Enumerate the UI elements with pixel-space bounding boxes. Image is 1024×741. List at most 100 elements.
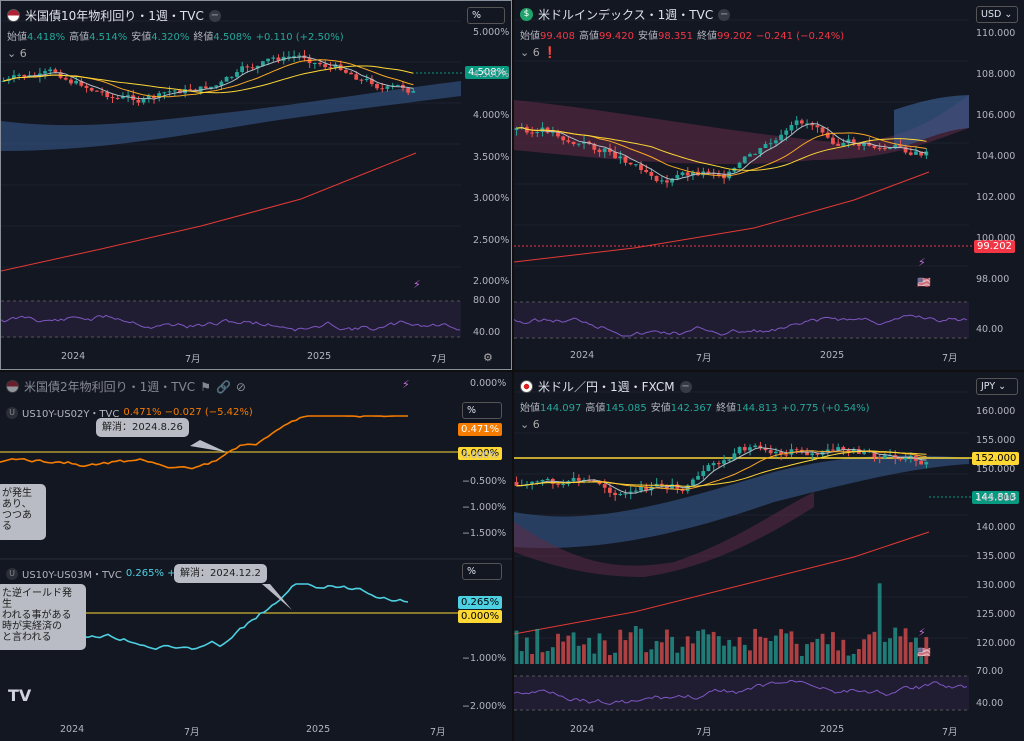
volume-bar <box>711 631 716 664</box>
annotation-callout[interactable]: た逆イールド発生 われる事がある 時が実経済の と言われる <box>0 584 86 650</box>
candle-body <box>872 451 877 458</box>
ohlc-value: 4.508% <box>213 32 252 43</box>
volume-bar <box>535 629 540 664</box>
price-tick: 98.000 <box>976 274 1010 285</box>
candle-body <box>514 482 519 486</box>
last-price-label: 99.202 <box>974 240 1015 253</box>
candle-body <box>789 449 794 455</box>
volume-bar <box>914 637 918 664</box>
unit-selector[interactable]: % <box>462 402 502 419</box>
indicator-toggle[interactable]: ⌄ 6 <box>520 418 540 431</box>
candle-body <box>312 63 317 65</box>
candle-body <box>836 447 841 450</box>
alert-icon[interactable]: ⚡ <box>918 626 926 639</box>
volume-bar <box>592 653 597 664</box>
candle-body <box>748 154 752 157</box>
candle-body <box>758 445 763 448</box>
volume-bar <box>737 637 742 664</box>
alert-icon[interactable]: ⚡ <box>918 256 926 269</box>
unit-selector[interactable]: % <box>467 7 505 24</box>
chart-canvas-dxy[interactable] <box>514 0 1024 370</box>
time-tick: 7月 <box>942 353 958 364</box>
price-tick: 4.000% <box>473 110 510 121</box>
alert-icon[interactable]: ⚡ <box>413 278 421 291</box>
settings-gear-icon[interactable]: ⚙ <box>483 351 493 364</box>
candle-body <box>753 445 758 448</box>
candle-body <box>882 455 887 459</box>
candle-body <box>805 123 809 125</box>
price-tick: −1.000% <box>462 653 507 664</box>
candle-body <box>561 136 566 141</box>
candle-body <box>659 483 664 486</box>
volume-bar <box>514 630 519 664</box>
collapse-icon[interactable]: − <box>208 9 221 22</box>
unit-label: JPY <box>981 381 996 392</box>
candle-body <box>908 152 913 155</box>
ichimoku-cloud <box>894 95 969 150</box>
volume-bar <box>680 646 685 664</box>
candle-body <box>898 458 903 460</box>
price-tick: −1.000% <box>462 502 507 513</box>
hide-icon[interactable]: ⊘ <box>235 379 246 394</box>
event-flags-icon[interactable]: 🇺🇸 <box>917 276 931 289</box>
candle-body <box>633 490 638 492</box>
chart-panel-spreads[interactable]: 米国債2年物利回り・1週・TVC ⚑ 🔗 ⊘ ⚡ 0.000% U US10Y-… <box>0 372 512 741</box>
collapse-icon[interactable]: − <box>679 380 692 393</box>
ohlc-value: 142.367 <box>670 403 713 414</box>
annotation-callout[interactable]: 解消：2024.12.2 <box>174 564 267 583</box>
price-tick: 106.000 <box>976 110 1016 121</box>
candle-body <box>188 89 193 91</box>
chart-canvas-us10y[interactable] <box>1 1 512 370</box>
ohlc-key: 始値 <box>520 31 540 42</box>
candle-body <box>1 80 6 82</box>
unit-selector[interactable]: USD ⌄ <box>976 6 1018 23</box>
price-tick: 155.000 <box>976 435 1016 446</box>
candle-body <box>323 64 328 68</box>
oscillator-line <box>514 314 968 337</box>
candle-body <box>395 84 400 86</box>
volume-bar <box>556 633 560 664</box>
collapse-icon[interactable]: − <box>718 8 731 21</box>
candle-body <box>732 453 737 460</box>
link-icon[interactable]: 🔗 <box>215 379 231 394</box>
unit-selector[interactable]: JPY ⌄ <box>976 378 1018 395</box>
candle-body <box>675 175 680 179</box>
indicator-toggle[interactable]: ⌄ 6 <box>7 47 27 60</box>
candle-body <box>276 57 281 61</box>
price-tick: 3.000% <box>473 193 510 204</box>
flag-icon[interactable]: ⚑ <box>200 379 211 394</box>
tradingview-logo[interactable]: TV <box>8 686 32 705</box>
chart-panel-usdjpy[interactable]: 米ドル／円・1週・FXCM − 始値144.097 高値145.085 安値142.… <box>514 372 1024 741</box>
alert-icon[interactable]: ⚡ <box>402 378 410 391</box>
chart-canvas-usdjpy[interactable] <box>514 372 1024 741</box>
price-tick: 104.000 <box>976 151 1016 162</box>
candle-body <box>607 148 612 152</box>
chart-panel-us10y[interactable]: 米国債10年物利回り・1週・TVC − 始値4.418% 高値4.514% 安値4.… <box>0 0 512 370</box>
candle-body <box>540 480 545 482</box>
chart-canvas-spreads[interactable] <box>0 372 512 741</box>
volume-bar <box>659 642 664 664</box>
candle-body <box>613 492 617 496</box>
candle-body <box>841 447 846 450</box>
volume-bar <box>540 652 545 664</box>
indicator-toggle[interactable]: ⌄ 6 ❗ <box>520 46 557 59</box>
volume-bar <box>825 644 830 664</box>
annotation-callout[interactable]: が発生 あり、 つつある <box>0 484 46 540</box>
price-tick: 4.500% <box>473 68 510 80</box>
event-flags-icon[interactable]: 🇺🇸 <box>917 646 931 659</box>
us-flag-icon <box>7 9 20 22</box>
volume-bar <box>524 637 529 664</box>
price-tick: 140.000 <box>976 522 1016 533</box>
annotation-callout[interactable]: 解消：2024.8.26 <box>96 418 189 437</box>
ohlc-key: 終値 <box>193 32 214 43</box>
candle-body <box>43 71 47 74</box>
unit-selector[interactable]: % <box>462 563 502 580</box>
indicator-count: 6 <box>532 418 540 431</box>
price-tick: 2.500% <box>473 234 510 246</box>
candle-body <box>701 471 706 477</box>
volume-bar <box>530 653 534 664</box>
volume-bar <box>836 650 841 664</box>
volume-bar <box>654 640 659 664</box>
chart-panel-dxy[interactable]: $ 米ドルインデックス・1週・TVC − 始値99.408 高値99.420 安値9… <box>514 0 1024 370</box>
candle-body <box>602 148 607 153</box>
